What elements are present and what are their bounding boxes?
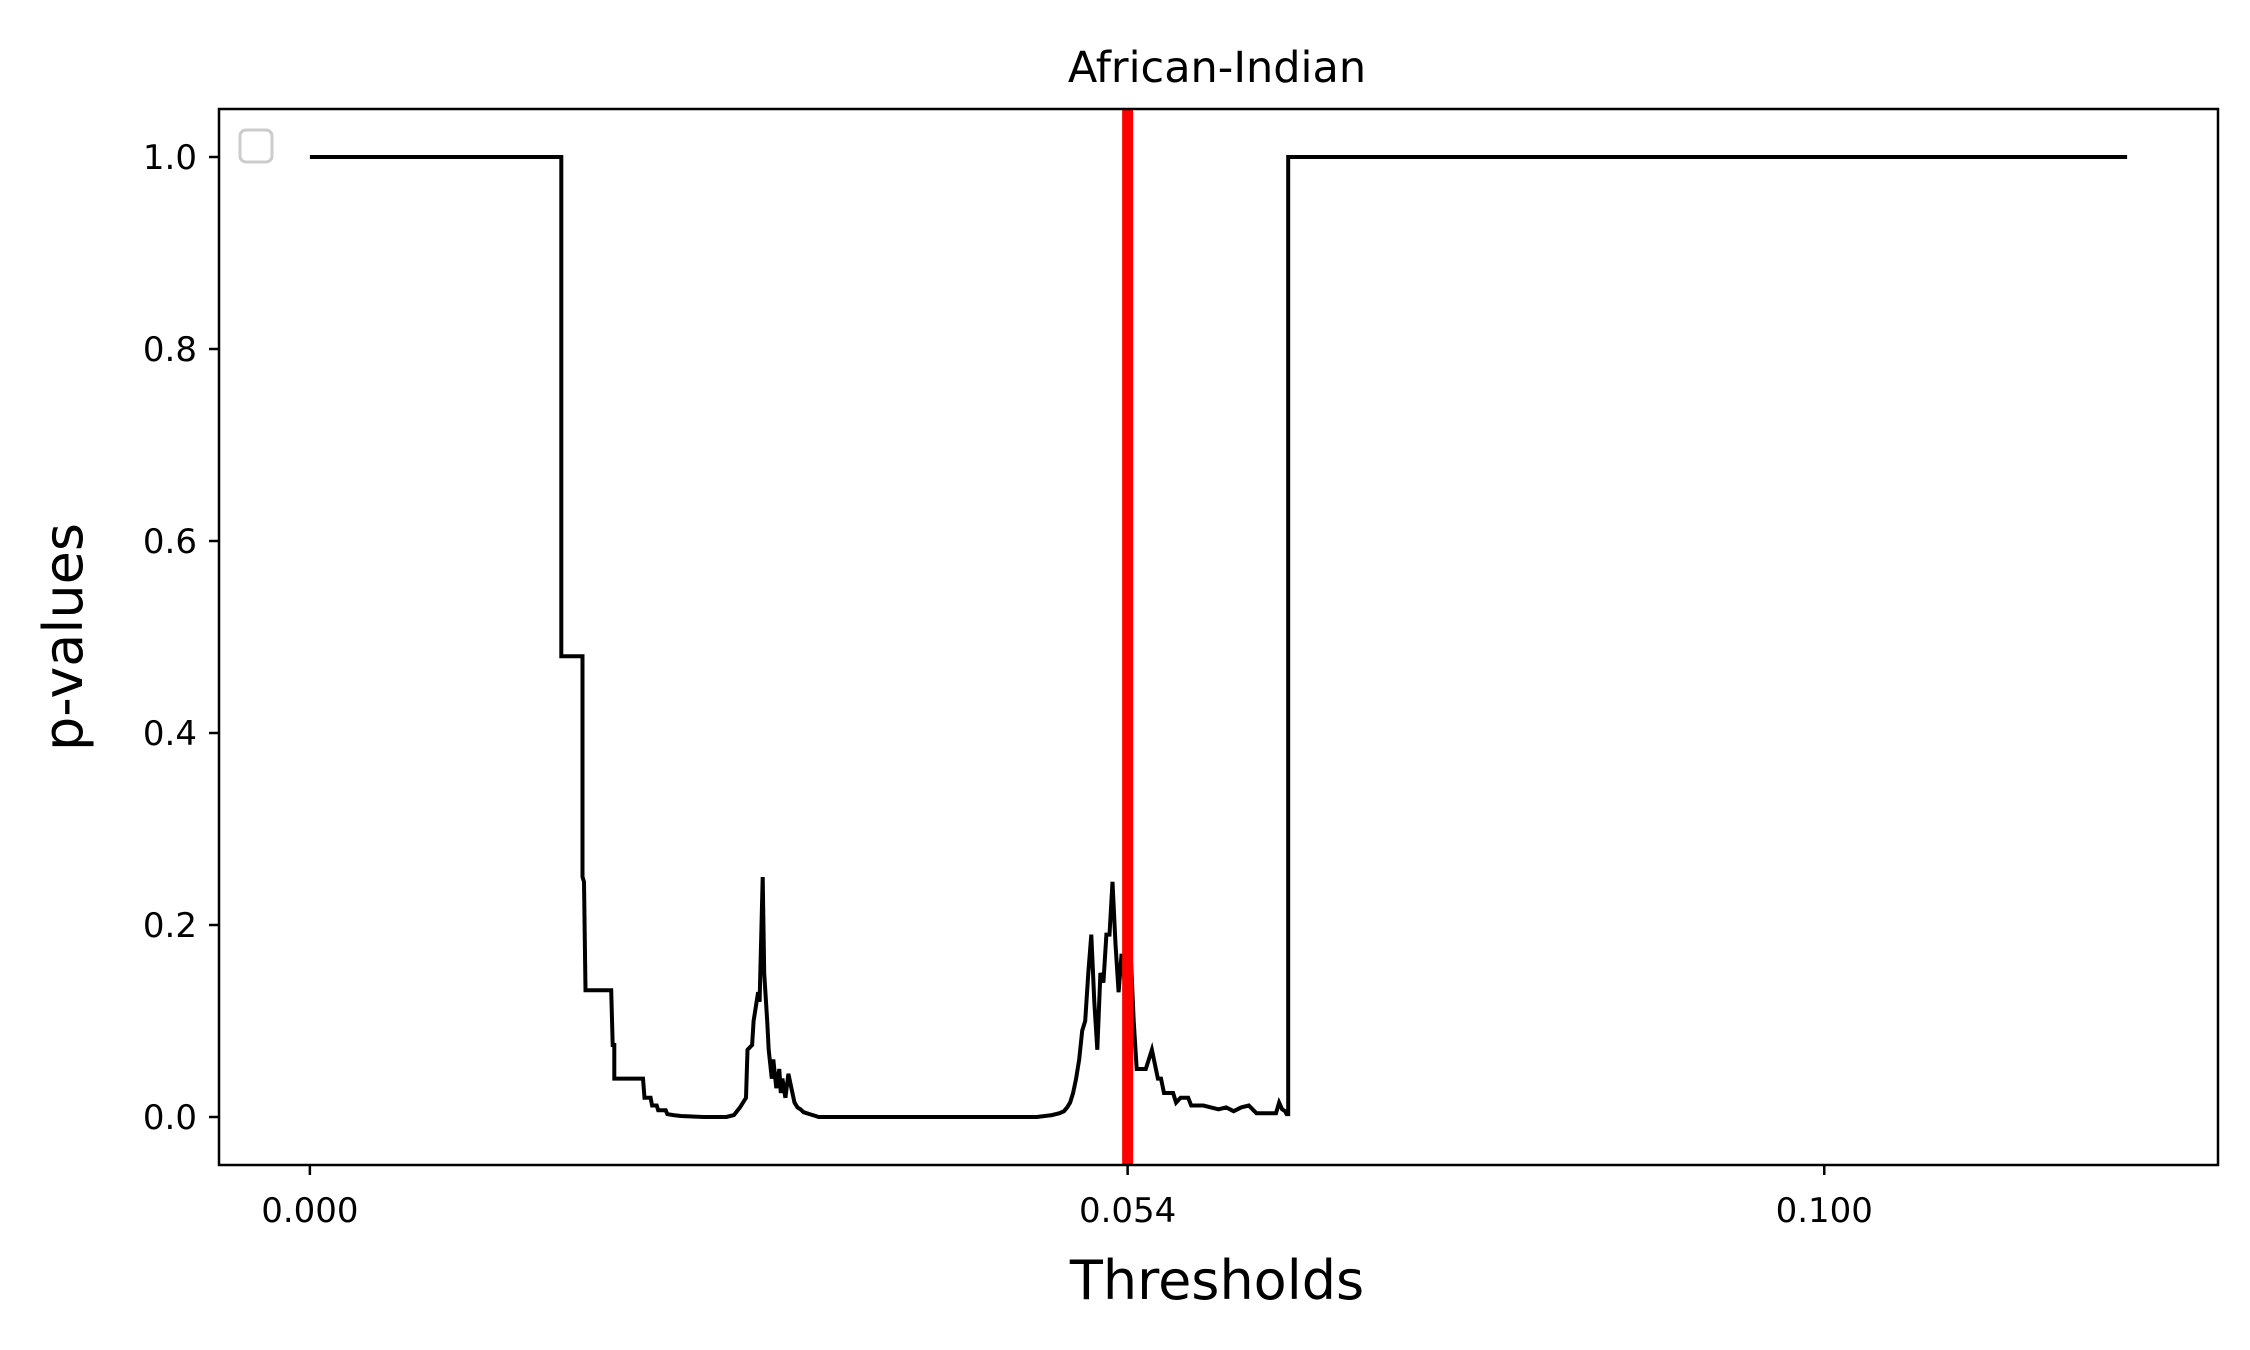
x-tick-label: 0.100 (1776, 1191, 1873, 1231)
y-tick-label: 0.2 (143, 906, 197, 946)
x-axis-label: Thresholds (1069, 1249, 1364, 1312)
y-tick-label: 1.0 (143, 138, 197, 178)
y-tick-label: 0.4 (143, 714, 197, 754)
x-axis: 0.000 0.054 0.100 (261, 1165, 1873, 1231)
chart-title: African-Indian (1068, 43, 1366, 93)
y-tick-label: 0.6 (143, 522, 197, 562)
plot-background (219, 109, 2218, 1165)
series-line-pvalues (309, 155, 2128, 1119)
legend-box (238, 128, 274, 164)
y-axis: 0.0 0.2 0.4 0.6 0.8 1.0 (143, 138, 219, 1138)
y-tick-label: 0.0 (143, 1098, 197, 1138)
plot-area (217, 107, 2220, 1167)
x-tick-label: 0.054 (1079, 1191, 1176, 1231)
x-tick-label: 0.000 (261, 1191, 358, 1231)
y-axis-label: p-values (32, 523, 95, 751)
plot-frame (217, 107, 2220, 1167)
y-tick-label: 0.8 (143, 330, 197, 370)
